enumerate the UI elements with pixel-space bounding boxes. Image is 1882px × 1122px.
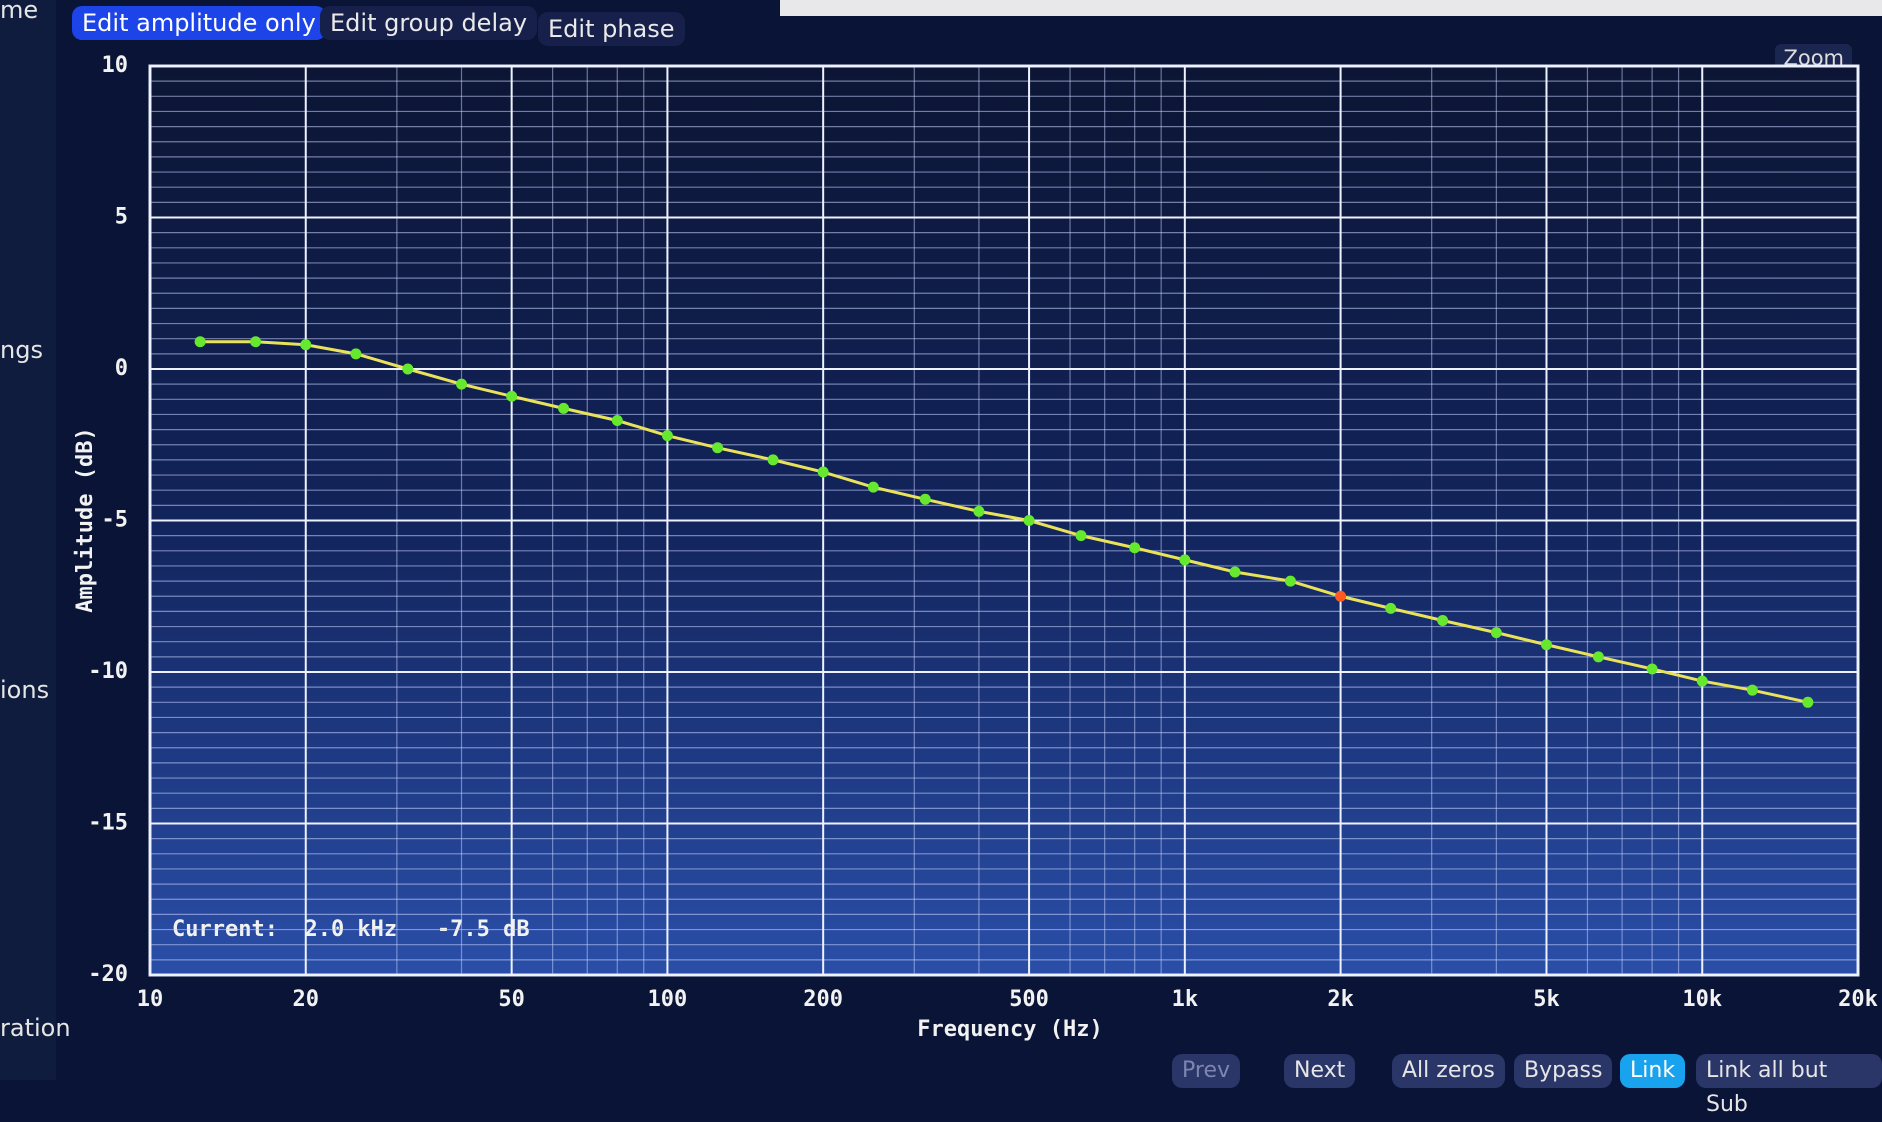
- sidebar-item[interactable]: me: [0, 0, 39, 24]
- data-point: [712, 442, 724, 454]
- button[interactable]: Next: [1284, 1054, 1356, 1088]
- tab[interactable]: Edit amplitude only: [72, 6, 326, 40]
- data-point: [1179, 554, 1191, 566]
- x-tick-label: 100: [648, 987, 688, 1012]
- x-tick-label: 500: [1009, 987, 1049, 1012]
- data-point: [1284, 575, 1296, 587]
- data-point: [611, 415, 623, 427]
- data-point: [1746, 684, 1758, 696]
- button[interactable]: Link all but Sub: [1696, 1054, 1882, 1117]
- tab[interactable]: Edit phase: [538, 12, 685, 46]
- button[interactable]: Bypass: [1514, 1054, 1613, 1088]
- x-tick-label: 200: [803, 987, 843, 1012]
- data-point: [456, 378, 468, 390]
- x-tick-label: 50: [498, 987, 525, 1012]
- x-tick-label: 20k: [1838, 987, 1878, 1012]
- data-point: [1335, 590, 1347, 602]
- y-tick-label: 10: [102, 53, 129, 78]
- data-point: [250, 336, 262, 348]
- data-point: [1802, 696, 1814, 708]
- data-point: [300, 339, 312, 351]
- data-point: [973, 505, 985, 517]
- x-tick-label: 10k: [1682, 987, 1722, 1012]
- y-axis-label: Amplitude (dB): [73, 427, 98, 612]
- x-tick-label: 1k: [1172, 987, 1199, 1012]
- data-point: [1696, 675, 1708, 687]
- button[interactable]: All zeros: [1392, 1054, 1505, 1088]
- x-tick-label: 5k: [1533, 987, 1560, 1012]
- data-point: [1437, 614, 1449, 626]
- data-point: [919, 493, 931, 505]
- x-tick-label: 10: [137, 987, 164, 1012]
- data-point: [1646, 663, 1658, 675]
- data-point: [1592, 651, 1604, 663]
- y-tick-label: -10: [88, 659, 128, 684]
- y-tick-label: -15: [88, 811, 128, 836]
- data-point: [558, 402, 570, 414]
- data-point: [402, 363, 414, 375]
- y-tick-label: 0: [115, 356, 128, 381]
- data-point: [767, 454, 779, 466]
- data-point: [506, 390, 518, 402]
- sidebar: me ngs ions ration: [0, 0, 71, 1080]
- data-point: [194, 336, 206, 348]
- data-point: [817, 466, 829, 478]
- y-tick-label: -20: [88, 962, 128, 987]
- y-tick-label: -5: [102, 508, 129, 533]
- x-tick-label: 20: [293, 987, 320, 1012]
- data-point: [661, 430, 673, 442]
- data-point: [1540, 639, 1552, 651]
- data-point: [867, 481, 879, 493]
- line: [200, 340, 1809, 704]
- data-point: [1023, 515, 1035, 526]
- data-point: [1490, 627, 1502, 639]
- data-point: [1229, 566, 1241, 578]
- button[interactable]: Prev: [1172, 1054, 1240, 1088]
- data-point: [1075, 530, 1087, 542]
- sidebar-item[interactable]: ngs: [0, 336, 43, 364]
- y-tick-label: 5: [115, 205, 128, 230]
- data-point: [1129, 542, 1141, 554]
- x-axis-label: Frequency (Hz): [917, 1017, 1102, 1042]
- data-point: [1385, 602, 1397, 614]
- chart: Frequency (Hz) Amplitude (dB) Current: 2…: [73, 53, 1878, 1042]
- tab[interactable]: Edit group delay: [320, 6, 538, 40]
- sidebar-item[interactable]: ration: [0, 1014, 71, 1042]
- button[interactable]: Link: [1620, 1054, 1686, 1088]
- data-point: [350, 348, 362, 360]
- sidebar-item[interactable]: ions: [0, 676, 50, 704]
- window-bar: [780, 0, 1882, 16]
- x-tick-label: 2k: [1327, 987, 1354, 1012]
